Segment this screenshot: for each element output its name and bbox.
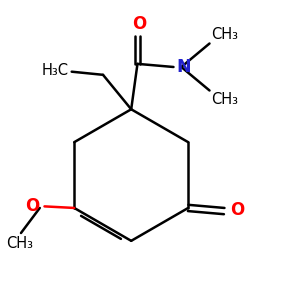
- Text: O: O: [230, 200, 244, 218]
- Text: N: N: [177, 58, 191, 76]
- Text: H₃C: H₃C: [42, 63, 69, 78]
- Text: O: O: [132, 14, 146, 32]
- Text: O: O: [26, 197, 40, 215]
- Text: CH₃: CH₃: [6, 236, 33, 251]
- Text: CH₃: CH₃: [211, 92, 238, 107]
- Text: CH₃: CH₃: [211, 27, 238, 42]
